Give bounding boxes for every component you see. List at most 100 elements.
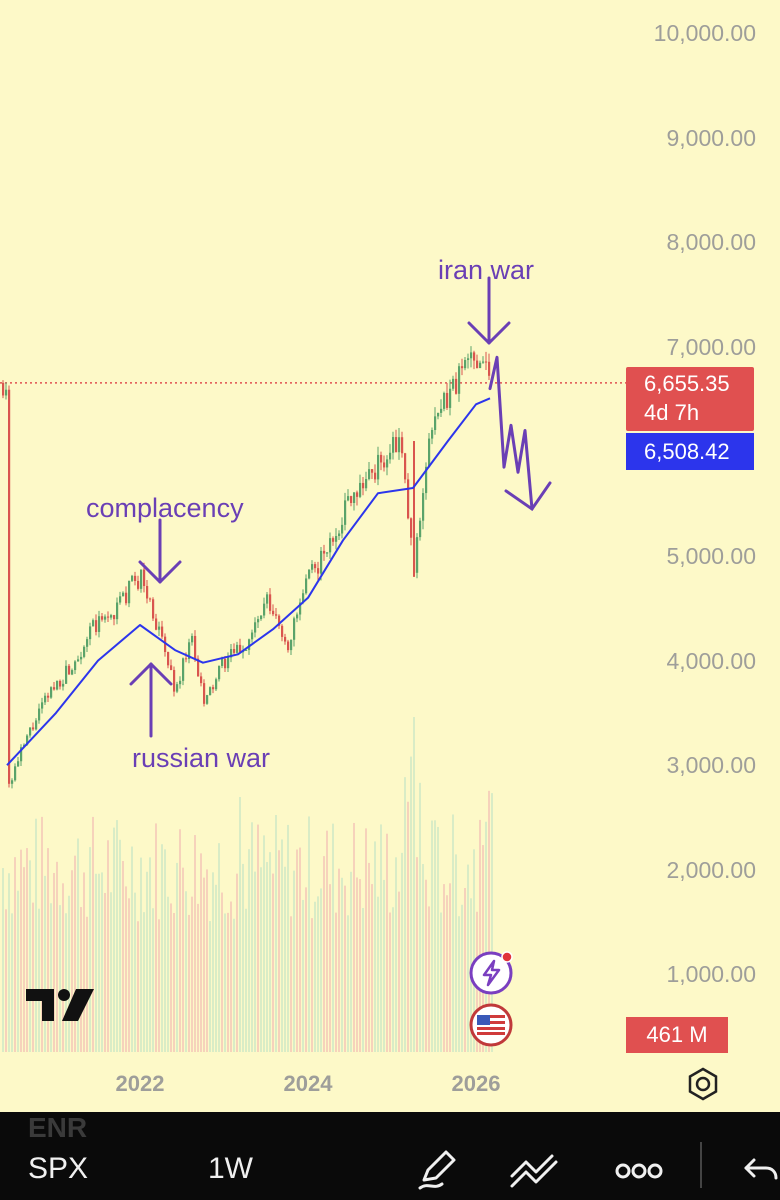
volume-bar [437, 826, 439, 1052]
lightning-event-icon[interactable] [469, 949, 517, 997]
volume-bar [374, 841, 376, 1052]
us-flag-icon[interactable] [469, 1001, 517, 1049]
candle-body [398, 437, 401, 453]
volume-bar [452, 814, 454, 1052]
candle-body [263, 603, 266, 616]
volume-bar [20, 849, 22, 1052]
drawing-tools-icon[interactable] [508, 1148, 562, 1192]
candle-body [149, 598, 152, 600]
gear-icon[interactable] [686, 1067, 720, 1101]
volume-bar [260, 867, 262, 1052]
candle-body [14, 766, 17, 781]
more-icon[interactable] [614, 1148, 664, 1192]
price-chart[interactable] [0, 0, 780, 1112]
candle-body [329, 538, 332, 553]
volume-bar [161, 844, 163, 1052]
volume-bar [332, 823, 334, 1052]
candle-body [272, 610, 275, 615]
candle-body [215, 679, 218, 690]
volume-badge: 461 M [626, 1017, 728, 1053]
pencil-icon[interactable] [414, 1148, 458, 1192]
candle-body [392, 437, 395, 453]
volume-bar [401, 852, 403, 1052]
bottom-toolbar: ENR SPX 1W [0, 1112, 780, 1200]
candle-body [131, 575, 134, 581]
volume-bar [224, 913, 226, 1052]
volume-bar [200, 853, 202, 1052]
candle-body [143, 569, 146, 587]
volume-bar [335, 912, 337, 1052]
volume-bar [50, 903, 52, 1052]
candle-body [353, 492, 356, 503]
volume-bar [365, 828, 367, 1052]
candle-body [419, 520, 422, 538]
candle-body [32, 727, 35, 730]
volume-bar [353, 822, 355, 1052]
volume-bar [320, 888, 322, 1052]
candle-body [188, 642, 191, 659]
candle-body [92, 620, 95, 627]
candle-body [314, 564, 317, 569]
volume-bar [275, 814, 277, 1052]
candle-body [461, 366, 464, 369]
candle-body [365, 479, 368, 489]
volume-bar [266, 862, 268, 1052]
candle-body [245, 649, 248, 651]
volume-bar [362, 908, 364, 1052]
volume-bar [473, 849, 475, 1052]
volume-bar [56, 861, 58, 1052]
candle-body [293, 618, 296, 640]
volume-bar [395, 857, 397, 1052]
candle-body [83, 646, 86, 657]
candle-body [56, 680, 59, 690]
volume-bar [38, 908, 40, 1052]
volume-bar [380, 824, 382, 1052]
chart-area[interactable]: 10,000.00 9,000.00 8,000.00 7,000.00 5,000.0… [0, 0, 780, 1112]
volume-bar [287, 824, 289, 1052]
undo-icon[interactable] [740, 1148, 780, 1192]
volume-bar [299, 847, 301, 1052]
candle-body [185, 658, 188, 660]
volume-bar [209, 921, 211, 1052]
volume-bar [233, 918, 235, 1052]
volume-bar [134, 892, 136, 1052]
volume-bar [257, 824, 259, 1052]
candle-body [248, 639, 251, 650]
volume-bar [116, 820, 118, 1052]
volume-bar [182, 867, 184, 1052]
symbol-button[interactable]: SPX [28, 1152, 89, 1185]
interval-button[interactable]: 1W [208, 1152, 253, 1185]
volume-bar [368, 862, 370, 1052]
volume-bar [392, 907, 394, 1052]
candle-body [164, 636, 167, 653]
arrow-iran-war [467, 276, 511, 345]
candle-body [98, 616, 101, 632]
volume-bar [272, 873, 274, 1052]
volume-bar [143, 912, 145, 1052]
volume-bar [158, 919, 160, 1052]
candle-body [221, 658, 224, 666]
volume-bar [131, 846, 133, 1052]
volume-bar [359, 879, 361, 1052]
volume-bar [488, 790, 490, 1052]
volume-bar [302, 899, 304, 1052]
candle-body [452, 378, 455, 389]
volume-bar [149, 857, 151, 1052]
volume-bar [323, 856, 325, 1052]
volume-bar [77, 838, 79, 1052]
volume-bar [239, 797, 241, 1052]
volume-bar [314, 901, 316, 1052]
volume-bar [290, 916, 292, 1052]
tradingview-logo-icon[interactable] [24, 985, 96, 1025]
candle-body [230, 649, 233, 658]
time-tick-label: 2026 [451, 1071, 501, 1096]
candle-body [26, 735, 29, 745]
arrow-complacency [138, 518, 182, 584]
volume-bar [170, 903, 172, 1052]
candle-body [287, 641, 290, 651]
candle-body [116, 602, 119, 620]
volume-bar [221, 892, 223, 1052]
candle-body [41, 702, 44, 709]
annotation-iran-war: iran war [438, 255, 535, 285]
candle-body [107, 616, 110, 618]
